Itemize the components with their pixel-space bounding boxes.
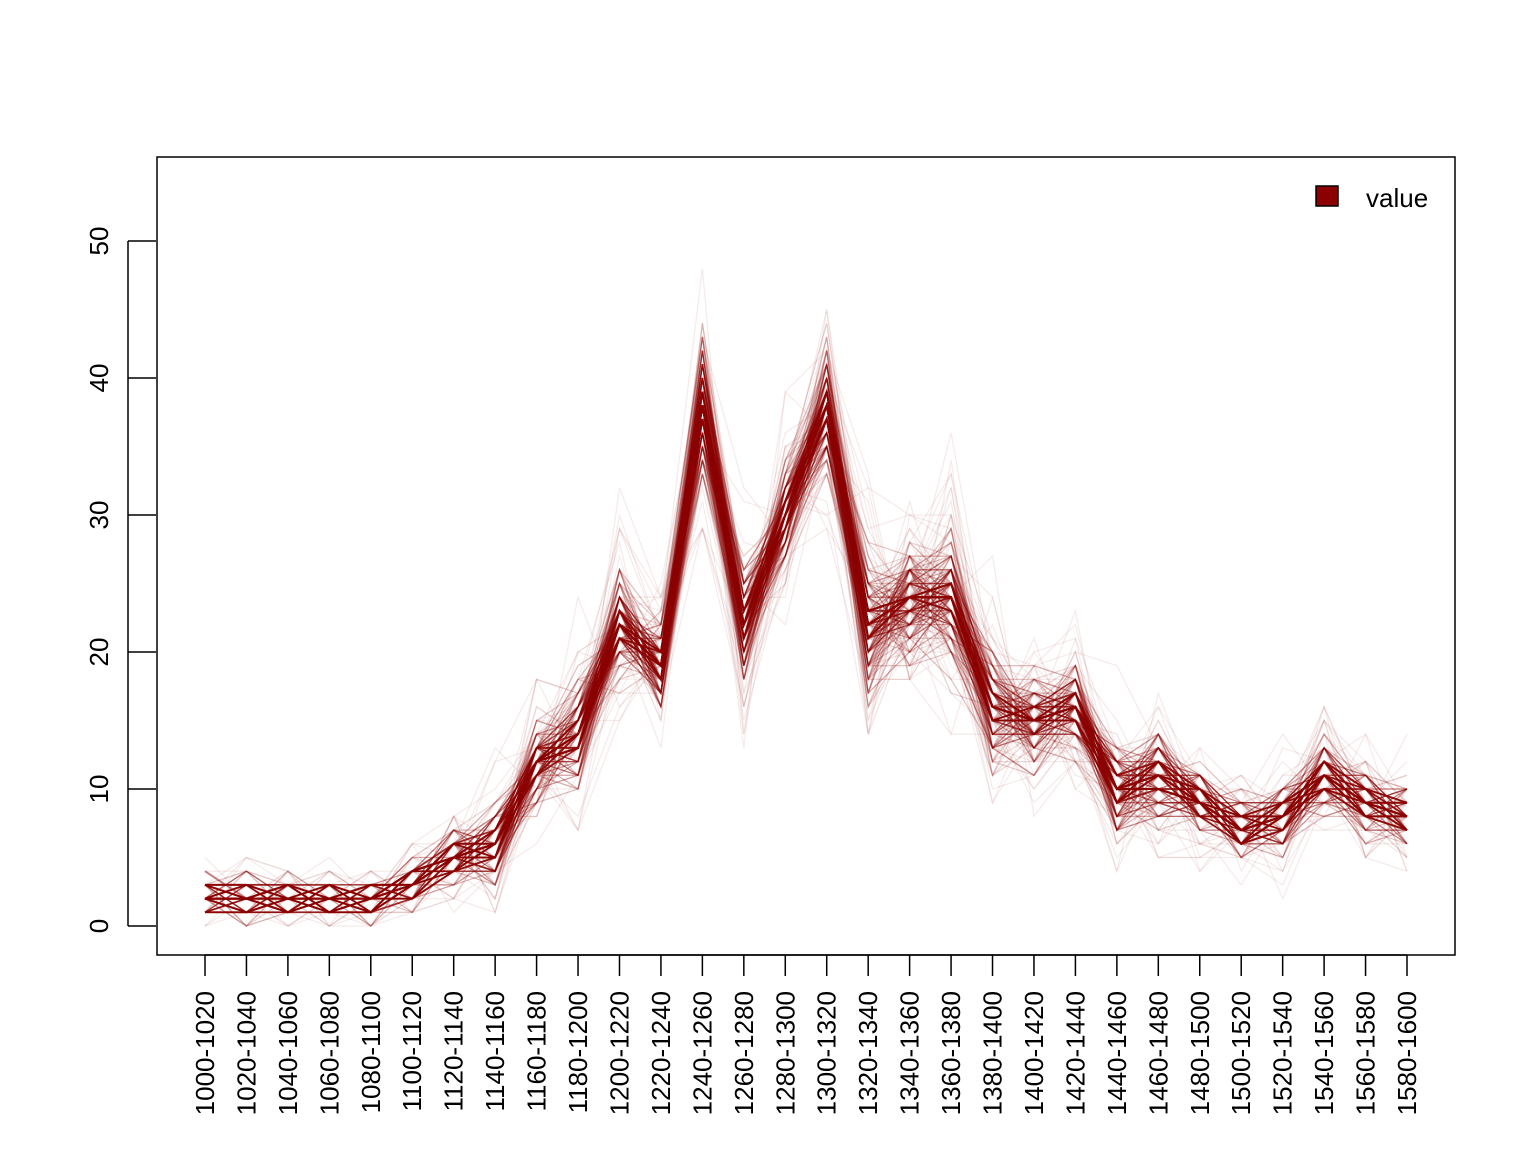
series-line: [204, 309, 1408, 927]
x-tick-label: 1220-1240: [646, 991, 676, 1115]
x-tick-label: 1440-1460: [1102, 991, 1132, 1115]
x-tick-label: 1580-1600: [1392, 991, 1422, 1115]
x-tick-label: 1120-1140: [439, 991, 469, 1111]
x-tick-label: 1240-1260: [687, 991, 717, 1115]
x-tick-label: 1360-1380: [936, 991, 966, 1115]
series-lines: [204, 268, 1408, 927]
series-line: [204, 404, 1408, 914]
x-tick-label: 1100-1120: [397, 991, 427, 1111]
x-tick-label: 1140-1160: [480, 991, 510, 1111]
series-line: [204, 377, 1408, 913]
x-tick-label: 1560-1580: [1351, 991, 1381, 1115]
x-tick-label: 1500-1520: [1226, 991, 1256, 1115]
series-line: [204, 405, 1407, 927]
series-line: [204, 391, 1407, 914]
series-line: [204, 268, 1408, 927]
y-tick-label: 20: [84, 638, 114, 667]
y-tick-label: 0: [84, 919, 114, 933]
series-line: [204, 405, 1408, 914]
legend-swatch: [1315, 185, 1339, 207]
x-tick-label: 1060-1080: [314, 991, 344, 1115]
series-line: [204, 349, 1408, 927]
series-line: [205, 375, 1407, 927]
x-axis: 1000-1020 1020-1040 1040-1060 1060-1080 1080…: [190, 954, 1422, 1115]
x-tick-label: 1520-1540: [1268, 991, 1298, 1115]
x-tick-label: 1300-1320: [812, 991, 842, 1115]
series-line: [204, 323, 1408, 914]
x-tick-label: 1020-1040: [231, 991, 261, 1115]
series-line: [205, 350, 1408, 927]
series-line: [205, 391, 1407, 913]
series-line: [204, 350, 1408, 927]
y-tick-label: 10: [84, 775, 114, 804]
x-tick-label: 1380-1400: [978, 991, 1008, 1115]
x-tick-label: 1040-1060: [273, 991, 303, 1115]
x-tick-label: 1180-1200: [563, 991, 593, 1113]
x-tick-label: 1000-1020: [190, 991, 220, 1115]
y-tick-label: 30: [84, 501, 114, 530]
y-tick-label: 50: [84, 227, 114, 256]
y-axis: 0 10 20 30 40 50: [84, 227, 156, 933]
series-line: [205, 377, 1408, 927]
series-line: [204, 445, 1408, 927]
series-line: [204, 336, 1408, 914]
series-line: [204, 377, 1408, 900]
x-tick-label: 1420-1440: [1060, 991, 1090, 1115]
series-line: [204, 405, 1408, 914]
legend-label: value: [1366, 183, 1428, 213]
x-tick-label: 1540-1560: [1309, 991, 1339, 1115]
series-line: [205, 472, 1407, 927]
x-tick-label: 1200-1220: [604, 991, 634, 1115]
series-line: [204, 350, 1408, 927]
x-tick-label: 1460-1480: [1143, 991, 1173, 1115]
series-line: [204, 375, 1408, 914]
legend: value: [1315, 183, 1428, 213]
series-line: [204, 323, 1407, 927]
x-tick-label: 1080-1100: [356, 991, 386, 1113]
x-tick-label: 1320-1340: [853, 991, 883, 1115]
x-tick-label: 1280-1300: [770, 991, 800, 1115]
x-tick-label: 1480-1500: [1185, 991, 1215, 1115]
y-tick-label: 40: [84, 364, 114, 393]
x-tick-label: 1340-1360: [895, 991, 925, 1115]
x-tick-label: 1160-1180: [522, 991, 552, 1111]
series-line: [205, 402, 1407, 914]
x-tick-label: 1400-1420: [1019, 991, 1049, 1115]
x-tick-label: 1260-1280: [729, 991, 759, 1115]
